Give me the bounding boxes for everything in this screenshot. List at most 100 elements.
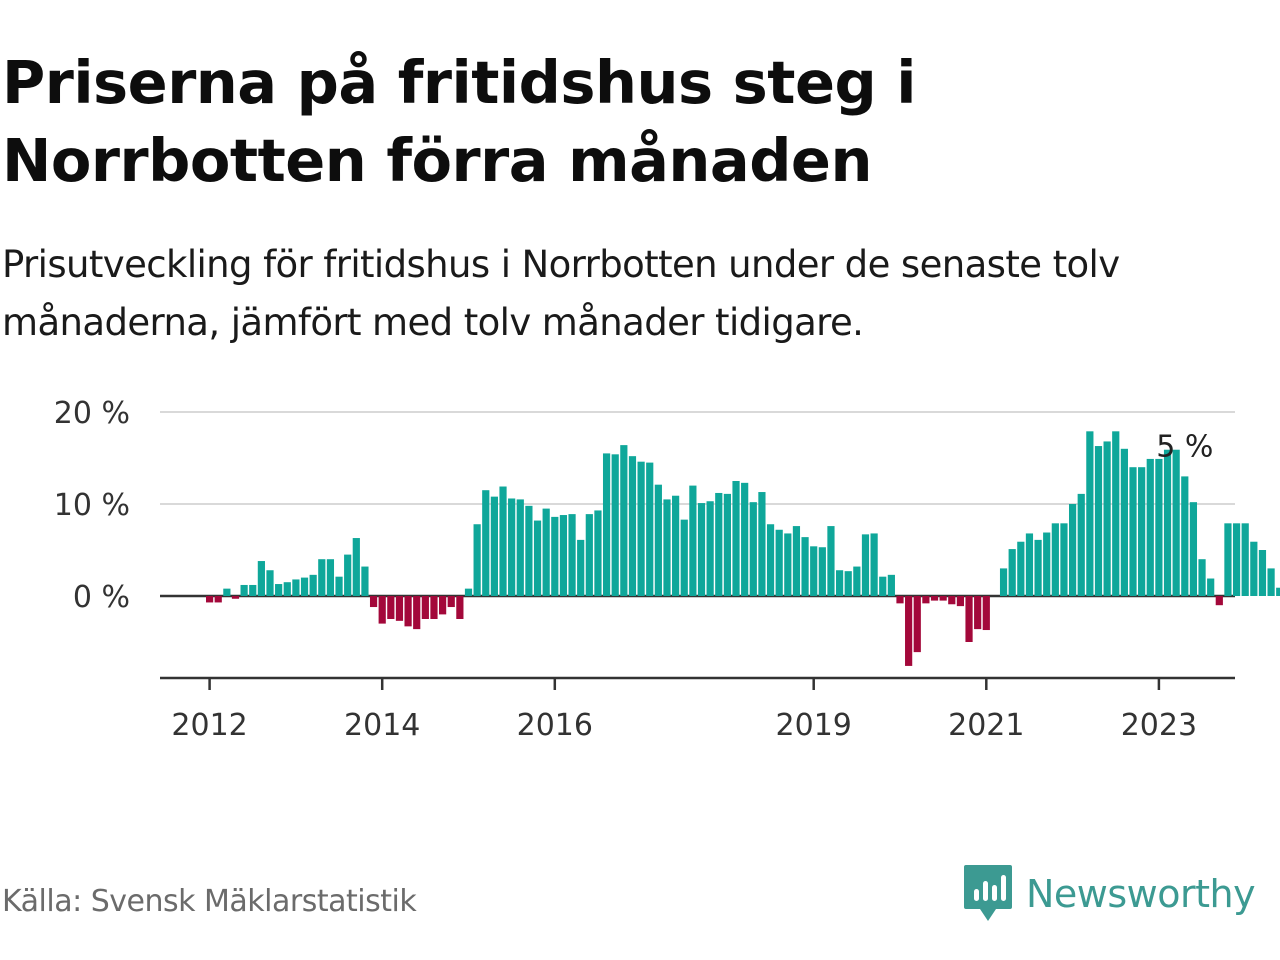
bar: [732, 481, 740, 596]
bar: [1267, 568, 1275, 596]
bar: [879, 576, 887, 596]
bar: [853, 566, 861, 596]
bar: [490, 496, 498, 596]
bar: [689, 485, 697, 596]
x-tick-label: 2019: [776, 708, 852, 743]
bar: [1198, 559, 1206, 596]
bar: [965, 596, 973, 642]
brand-logo[interactable]: Newsworthy: [962, 862, 1256, 926]
bar: [275, 584, 283, 596]
bar: [810, 546, 818, 596]
bar: [206, 596, 214, 603]
bar: [1189, 502, 1198, 596]
bar: [1112, 431, 1120, 596]
bar: [223, 588, 231, 596]
bar: [318, 559, 326, 596]
bar: [525, 505, 533, 596]
bar: [1250, 541, 1258, 596]
bar: [1146, 458, 1154, 596]
bar: [292, 579, 300, 596]
bar: [784, 533, 792, 596]
bar: [1051, 523, 1059, 596]
bar: [974, 596, 982, 630]
bar: [1069, 504, 1077, 596]
bar: [473, 524, 481, 596]
bar: [533, 520, 542, 596]
bar: [231, 596, 240, 599]
bar: [421, 596, 429, 619]
y-tick-label: 10 %: [54, 488, 130, 523]
bar: [611, 454, 619, 596]
bar: [835, 570, 844, 596]
source-note: Källa: Svensk Mäklarstatistik: [2, 884, 417, 919]
bar: [663, 499, 671, 596]
bar: [413, 596, 421, 630]
y-axis-labels: 0 % 10 % 20 %: [54, 396, 130, 615]
bar: [956, 596, 965, 607]
bar: [792, 526, 801, 596]
x-tick-label: 2012: [171, 708, 247, 743]
bar: [758, 492, 766, 596]
bar: [326, 559, 335, 596]
bar: [249, 584, 257, 596]
bar: [464, 588, 473, 596]
bar: [775, 529, 783, 596]
bar: [844, 571, 852, 596]
bar: [723, 493, 731, 596]
bar: [1172, 449, 1180, 596]
bar: [542, 508, 550, 596]
bar: [1129, 467, 1137, 596]
bar: [948, 596, 956, 605]
bar: [1060, 523, 1068, 596]
x-tick-label: 2014: [344, 708, 420, 743]
bar: [999, 568, 1008, 596]
bar: [1034, 539, 1042, 596]
bar: [870, 533, 878, 596]
bar: [283, 582, 291, 596]
bar: [922, 596, 930, 604]
bar: [559, 515, 568, 596]
bar: [214, 596, 222, 603]
bar: [577, 539, 585, 596]
bar: [456, 596, 464, 619]
bar: [240, 584, 248, 596]
bar: [387, 596, 395, 619]
bar: [1258, 550, 1267, 596]
bar: [309, 574, 317, 596]
bar: [896, 596, 904, 604]
newsworthy-logo-icon: [964, 865, 1012, 921]
bar: [1163, 449, 1172, 596]
bar-chart: 0 % 10 % 20 % 2012 2014 2016 2019 2021 2023 5 %: [54, 396, 1280, 743]
bar: [1155, 458, 1163, 596]
bar: [1215, 596, 1223, 606]
bar: [602, 453, 611, 596]
bar: [697, 503, 706, 596]
bar: [1086, 431, 1094, 596]
bar: [300, 577, 309, 596]
bar: [378, 596, 386, 624]
bar: [672, 495, 680, 596]
bar: [508, 498, 516, 596]
chart-title: Priserna på fritidshus steg i Norrbotten…: [2, 48, 917, 195]
bar: [516, 499, 524, 596]
x-tick-label: 2021: [948, 708, 1024, 743]
bar: [646, 462, 654, 596]
bars: [206, 431, 1280, 666]
bar: [1207, 578, 1215, 596]
bar: [654, 484, 662, 596]
bar: [1008, 549, 1016, 596]
bar: [568, 514, 576, 596]
bar: [715, 492, 723, 596]
bar: [439, 596, 447, 615]
bar: [1077, 493, 1085, 596]
bar: [266, 570, 274, 596]
bar: [706, 501, 714, 596]
bar: [982, 596, 990, 631]
bar: [818, 547, 826, 596]
bar: [335, 576, 343, 596]
bar: [1025, 533, 1034, 596]
bar: [499, 486, 507, 596]
x-tick-label: 2016: [517, 708, 593, 743]
bar: [628, 456, 637, 596]
bar: [257, 561, 265, 596]
